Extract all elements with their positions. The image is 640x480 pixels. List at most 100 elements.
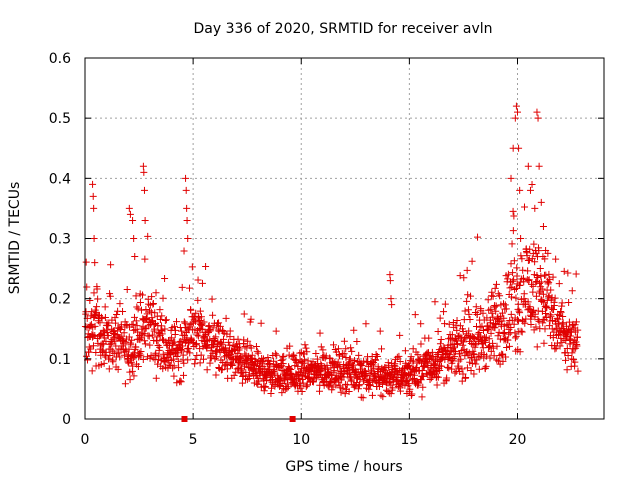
data-point (466, 315, 474, 323)
data-point (94, 295, 102, 303)
data-point (510, 320, 518, 328)
data-point (476, 323, 484, 331)
data-point (535, 317, 543, 325)
data-point (279, 353, 287, 361)
y-tick-label: 0.1 (49, 352, 71, 368)
data-point (169, 341, 177, 349)
data-point (574, 367, 582, 375)
data-point (454, 340, 462, 348)
data-point (150, 325, 158, 333)
data-point (373, 352, 381, 360)
data-point (252, 342, 260, 350)
data-point (355, 351, 363, 359)
data-point (149, 300, 157, 308)
data-point (509, 207, 517, 215)
data-point (125, 204, 133, 212)
data-point (509, 227, 517, 235)
data-point (568, 349, 576, 357)
data-point (417, 340, 425, 348)
y-tick-label: 0 (62, 412, 71, 428)
data-point (200, 318, 208, 326)
data-point (573, 342, 581, 350)
data-point (121, 380, 129, 388)
data-point (514, 108, 521, 116)
data-point (545, 270, 553, 278)
data-point (291, 362, 299, 370)
data-point (476, 352, 484, 360)
data-point (465, 349, 473, 357)
data-point (180, 371, 188, 379)
data-point (297, 370, 305, 378)
data-point (101, 303, 109, 311)
data-point (304, 373, 312, 381)
data-point (543, 303, 551, 311)
data-point (460, 338, 468, 346)
data-point (525, 277, 533, 285)
data-point (129, 320, 137, 328)
data-point (482, 362, 490, 370)
baseline-marker (289, 416, 296, 422)
data-point (255, 377, 263, 385)
data-point (188, 263, 196, 271)
data-point (254, 349, 262, 357)
data-point (316, 329, 324, 337)
data-point (108, 356, 116, 364)
data-point (248, 351, 256, 359)
data-point (334, 358, 342, 366)
data-point (178, 342, 186, 350)
data-point (473, 356, 481, 364)
data-point (170, 372, 178, 380)
data-point (178, 283, 186, 291)
data-point (162, 316, 170, 324)
data-point (150, 321, 158, 329)
data-point (161, 317, 169, 325)
data-point (119, 307, 127, 315)
data-point (177, 327, 185, 335)
data-point (562, 356, 570, 364)
data-point (519, 266, 527, 274)
data-point (475, 329, 483, 337)
data-point (198, 279, 206, 287)
data-point (572, 318, 580, 326)
data-point (511, 334, 519, 342)
data-point (521, 203, 529, 211)
data-point (168, 345, 176, 353)
data-point (405, 380, 413, 388)
data-point (223, 365, 231, 373)
data-point (234, 335, 242, 343)
data-point (515, 144, 523, 152)
data-point (202, 263, 210, 271)
data-point (105, 365, 113, 373)
data-point (525, 276, 533, 284)
data-point (530, 306, 538, 314)
data-point (510, 257, 518, 265)
data-point (463, 266, 471, 274)
data-point (409, 345, 417, 353)
data-point (558, 302, 566, 310)
data-point (101, 313, 109, 321)
data-point (102, 348, 110, 356)
baseline-marker (181, 416, 188, 422)
data-point (433, 357, 441, 365)
data-point (416, 356, 424, 364)
data-point (491, 284, 499, 292)
data-point (140, 186, 148, 194)
data-point (173, 352, 181, 360)
data-point (147, 308, 155, 316)
data-point (159, 294, 167, 302)
data-point (359, 394, 367, 402)
data-point (191, 317, 199, 325)
data-point (232, 340, 240, 348)
data-point (214, 319, 222, 327)
data-point (107, 345, 115, 353)
data-point (540, 298, 548, 306)
data-point (524, 267, 532, 275)
data-point (125, 345, 133, 353)
data-point (526, 186, 534, 194)
data-point (549, 317, 557, 325)
data-point (197, 351, 205, 359)
data-point (375, 379, 383, 387)
data-point (512, 284, 520, 292)
data-point (407, 391, 415, 399)
